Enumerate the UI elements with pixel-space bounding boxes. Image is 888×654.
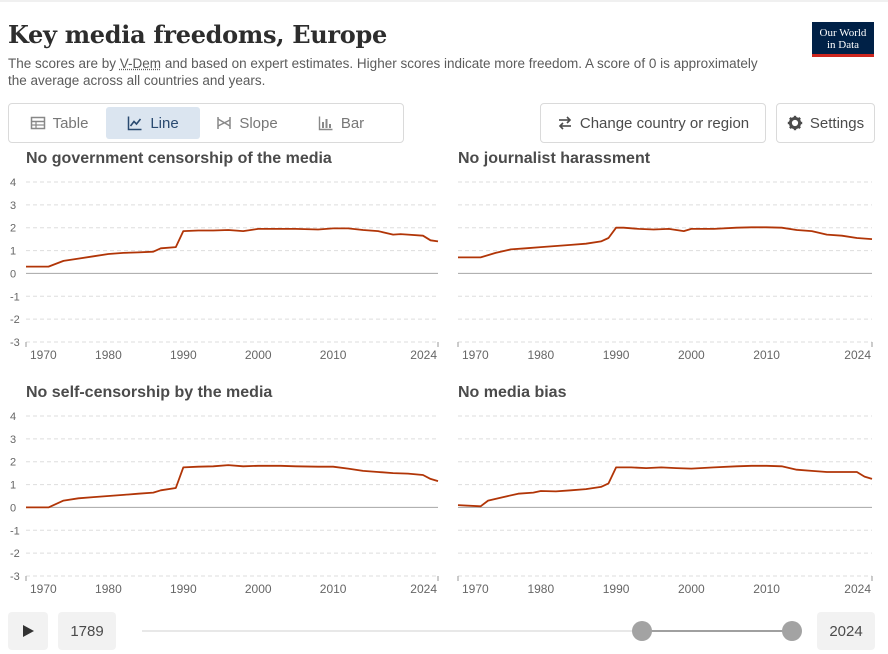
table-icon — [30, 116, 45, 130]
subtitle-text-pre: The scores are by — [8, 56, 120, 71]
source-link[interactable]: V-Dem — [119, 56, 162, 71]
x-tick-label: 1970 — [30, 348, 57, 362]
chart-panel-media-bias: No media bias 1970 1980 1990 2000 2010 2024 — [440, 384, 874, 604]
settings-label: Settings — [809, 114, 865, 132]
y-tick-label: -3 — [10, 571, 20, 583]
y-tick-label: 3 — [10, 200, 16, 212]
logo-line-2: in Data — [826, 39, 860, 51]
y-tick-label: 2 — [10, 223, 16, 235]
x-tick-label: 1980 — [95, 582, 122, 596]
end-handle[interactable] — [782, 621, 802, 641]
x-tick-label: 2024 — [410, 582, 437, 596]
line-chart: 4 3 2 1 0 -1 -2 -3 1970 1980 1990 2000 2010 2024 — [10, 411, 439, 596]
series-line — [457, 464, 873, 508]
x-tick-label: 2010 — [320, 582, 347, 596]
gear-icon — [787, 115, 803, 131]
y-tick-label: 1 — [10, 246, 16, 258]
page-title: Key media freedoms, Europe — [8, 20, 387, 49]
x-tick-label: 2010 — [320, 348, 347, 362]
x-tick-label: 1990 — [603, 348, 630, 362]
x-tick-label: 1990 — [170, 348, 197, 362]
y-tick-label: -1 — [10, 291, 20, 303]
timeline-controls: 1789 2024 — [0, 612, 888, 650]
x-tick-label: 2010 — [753, 582, 780, 596]
y-tick-label: 2 — [10, 457, 16, 469]
tab-line[interactable]: Line — [106, 107, 200, 139]
play-icon — [23, 625, 34, 637]
y-tick-label: -3 — [10, 337, 20, 349]
x-tick-label: 2024 — [410, 348, 437, 362]
chart-panel-self-censorship: No self-censorship by the media 4 3 2 1 0 -1 -… — [8, 384, 442, 604]
slope-chart-icon — [217, 117, 232, 129]
x-tick-label: 2000 — [678, 582, 705, 596]
line-chart: 4 3 2 1 0 -1 -2 -3 1970 1980 1990 2000 2010 2024 — [10, 177, 439, 362]
y-tick-label: -2 — [10, 548, 20, 560]
chart-panel-journalist-harassment: No journalist harassment 1970 1980 1990 200… — [440, 150, 874, 370]
tab-bar-label: Bar — [340, 114, 365, 132]
panel-title: No self-censorship by the media — [26, 384, 273, 401]
subtitle-text-post: and based on expert estimates. Higher sc… — [8, 56, 758, 88]
y-tick-label: 0 — [10, 268, 16, 280]
y-tick-label: 3 — [10, 434, 16, 446]
top-border — [0, 0, 888, 2]
change-region-button[interactable]: Change country or region — [540, 103, 766, 143]
y-tick-label: -2 — [10, 314, 20, 326]
x-tick-label: 1990 — [170, 582, 197, 596]
tab-table[interactable]: Table — [12, 107, 106, 139]
y-tick-label: 1 — [10, 480, 16, 492]
tab-slope[interactable]: Slope — [200, 107, 294, 139]
x-tick-label: 2024 — [844, 582, 871, 596]
x-tick-label: 2000 — [678, 348, 705, 362]
timeline-selected-range — [642, 630, 792, 632]
timeline-track[interactable] — [142, 630, 802, 632]
tab-bar[interactable]: Bar — [294, 107, 388, 139]
logo-line-1: Our World — [819, 27, 867, 39]
chart-subtitle: The scores are by V-Dem and based on exp… — [8, 55, 768, 89]
x-tick-label: 1990 — [603, 582, 630, 596]
x-tick-label: 2000 — [245, 582, 272, 596]
y-tick-label: -1 — [10, 525, 20, 537]
change-region-label: Change country or region — [579, 114, 750, 132]
owid-logo[interactable]: Our World in Data — [812, 22, 874, 57]
swap-arrows-icon — [558, 116, 571, 130]
end-year-box[interactable]: 2024 — [817, 612, 875, 650]
panel-title: No journalist harassment — [458, 150, 651, 167]
line-chart: 1970 1980 1990 2000 2010 2024 — [457, 181, 873, 362]
series-line — [26, 227, 439, 268]
panel-title: No government censorship of the media — [26, 150, 332, 167]
line-chart: 1970 1980 1990 2000 2010 2024 — [457, 415, 873, 596]
y-tick-label: 4 — [10, 411, 16, 423]
start-year-box[interactable]: 1789 — [58, 612, 116, 650]
x-tick-label: 1970 — [462, 582, 489, 596]
bar-chart-icon — [318, 116, 333, 131]
panel-title: No media bias — [458, 384, 567, 401]
y-tick-label: 4 — [10, 177, 16, 189]
x-tick-label: 1970 — [30, 582, 57, 596]
tab-table-label: Table — [52, 114, 89, 132]
y-tick-label: 0 — [10, 502, 16, 514]
x-tick-label: 1980 — [527, 582, 554, 596]
series-line — [458, 226, 873, 259]
chart-panel-government-censorship: No government censorship of the media 4 3… — [8, 150, 442, 370]
x-tick-label: 2000 — [245, 348, 272, 362]
view-tabs: Table Line Slope Bar — [8, 103, 404, 143]
x-tick-label: 1980 — [95, 348, 122, 362]
line-chart-icon — [128, 116, 142, 131]
x-tick-label: 2010 — [753, 348, 780, 362]
settings-button[interactable]: Settings — [776, 103, 875, 143]
x-tick-label: 1980 — [527, 348, 554, 362]
x-tick-label: 2024 — [844, 348, 871, 362]
play-button[interactable] — [8, 612, 48, 650]
tab-slope-label: Slope — [239, 114, 278, 132]
x-tick-label: 1970 — [462, 348, 489, 362]
start-handle[interactable] — [632, 621, 652, 641]
tab-line-label: Line — [150, 114, 179, 132]
series-line — [26, 464, 439, 509]
